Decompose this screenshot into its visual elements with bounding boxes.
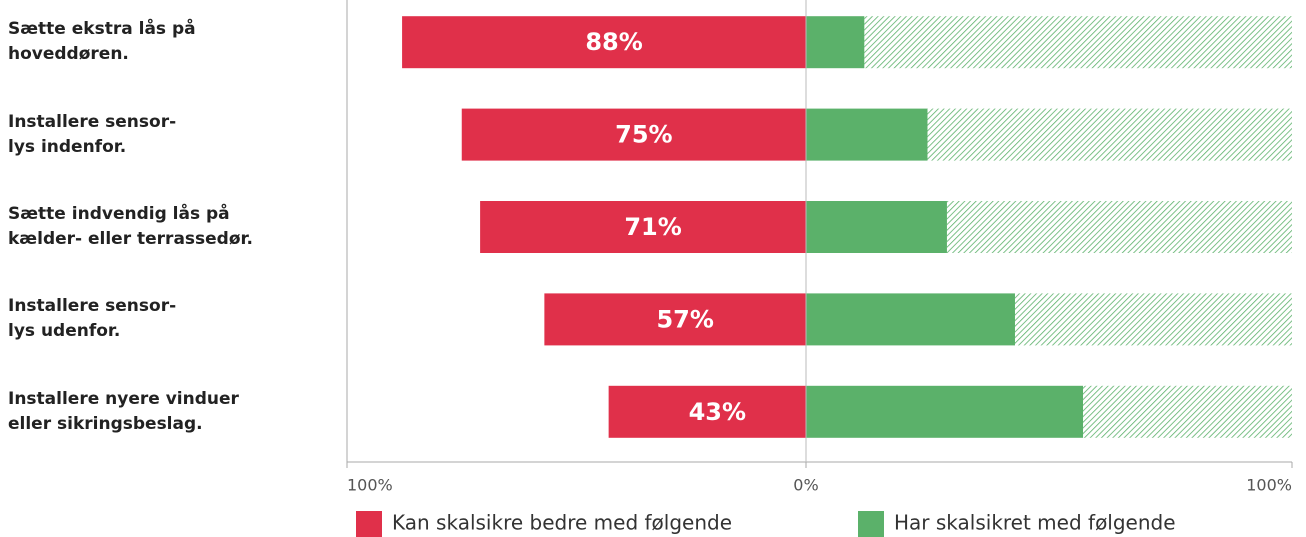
value-label: 75%: [615, 121, 672, 149]
bar: [806, 385, 1084, 438]
hatch-remainder: [1083, 385, 1292, 438]
x-tick-label: 100%: [347, 476, 393, 495]
value-label: 43%: [689, 398, 746, 426]
legend-swatch: [858, 511, 884, 537]
bar: [544, 293, 806, 346]
bar: [480, 201, 806, 253]
legend-swatch: [356, 511, 382, 537]
hatch-remainder: [927, 108, 1292, 161]
value-label: 57%: [656, 305, 713, 333]
bar: [806, 293, 1015, 346]
legend-label: Kan skalsikre bedre med følgende: [392, 511, 732, 535]
category-label: Installere nyere vinduer eller sikringsb…: [8, 388, 239, 434]
value-label: 88%: [585, 28, 642, 56]
bar: [608, 385, 806, 438]
value-label: 71%: [624, 213, 681, 241]
bar: [461, 108, 806, 161]
bar: [402, 16, 806, 69]
bar: [806, 108, 928, 161]
x-tick-label: 100%: [1246, 476, 1292, 495]
x-tick-label: 0%: [793, 476, 818, 495]
bar: [806, 201, 947, 253]
category-label: Sætte ekstra lås på hoveddøren.: [8, 19, 196, 65]
hatch-remainder: [946, 201, 1292, 253]
legend-label: Har skalsikret med følgende: [894, 511, 1176, 535]
category-label: Installere sensor- lys udenfor.: [8, 296, 177, 342]
category-label: Sætte indvendig lås på kælder- eller ter…: [8, 204, 253, 249]
hatch-remainder: [1014, 293, 1292, 346]
hatch-remainder: [864, 16, 1292, 69]
category-label: Installere sensor- lys indenfor.: [8, 111, 177, 157]
bar: [806, 16, 865, 69]
